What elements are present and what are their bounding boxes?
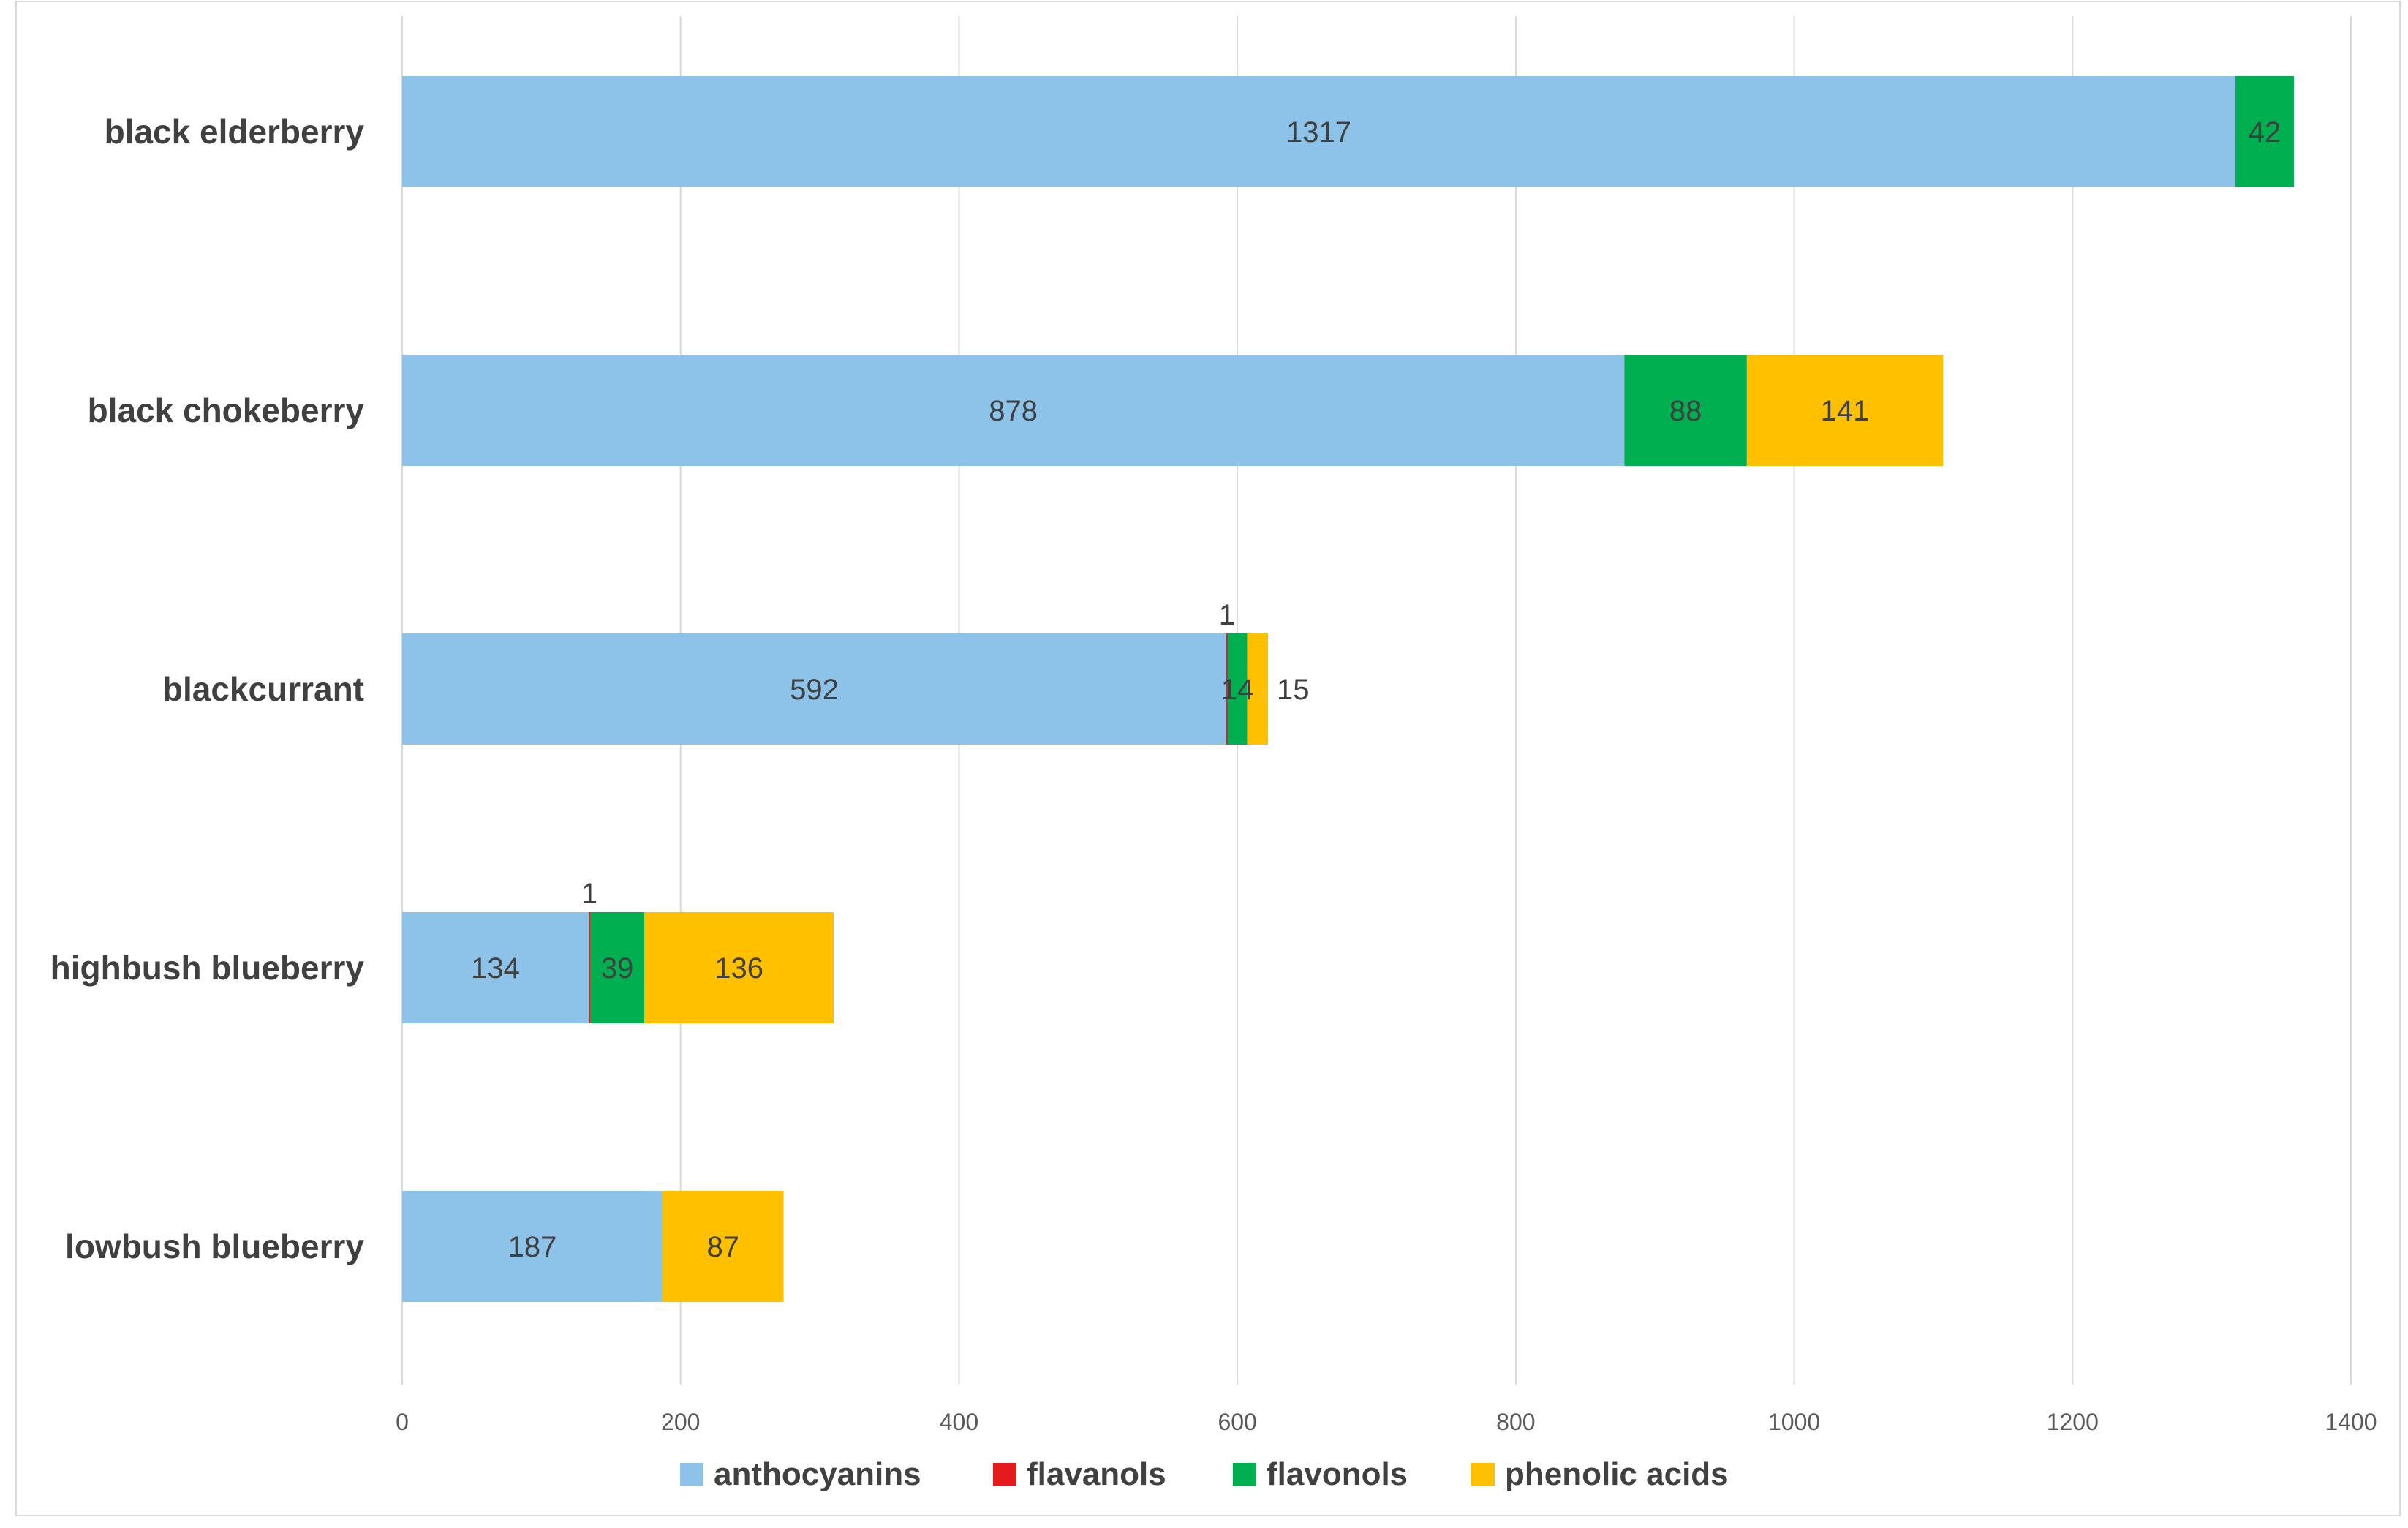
data-label-black-elderberry-anthocyanins: 1317: [1286, 116, 1351, 148]
category-label-black-elderberry: black elderberry: [105, 113, 365, 151]
bar-lowbush-blueberry-anthocyanins: [402, 1191, 663, 1302]
legend-label-anthocyanins: anthocyanins: [714, 1456, 921, 1492]
legend-swatch-phenolic-acids: [1471, 1463, 1495, 1486]
legend-label-flavanols: flavanols: [1027, 1456, 1166, 1492]
data-label-blackcurrant-flavonols: 14: [1221, 674, 1254, 706]
category-label-blackcurrant: blackcurrant: [162, 670, 364, 708]
category-label-highbush-blueberry: highbush blueberry: [50, 949, 365, 987]
bar-lowbush-blueberry-phenolic-acids: [662, 1191, 784, 1302]
bar-blackcurrant-flavonols: [1227, 633, 1248, 745]
data-label-highbush-blueberry-flavonols: 39: [601, 952, 634, 985]
x-tick-label-1000: 1000: [1768, 1409, 1820, 1435]
bar-highbush-blueberry-anthocyanins: [402, 912, 589, 1023]
x-tick-label-1200: 1200: [2047, 1409, 2099, 1435]
bar-blackcurrant-flavanols: [1226, 633, 1228, 745]
bar-highbush-blueberry-phenolic-acids: [644, 912, 834, 1023]
data-label-black-chokeberry-anthocyanins: 878: [989, 395, 1038, 427]
bars: [402, 76, 2294, 1302]
bar-blackcurrant-anthocyanins: [402, 633, 1226, 745]
data-label-highbush-blueberry-phenolic-acids: 136: [714, 952, 763, 985]
bar-black-chokeberry-flavonols: [1624, 355, 1747, 466]
x-tick-label-0: 0: [396, 1409, 409, 1435]
x-tick-label-200: 200: [661, 1409, 700, 1435]
x-tick-label-400: 400: [940, 1409, 978, 1435]
category-label-lowbush-blueberry: lowbush blueberry: [65, 1227, 364, 1265]
data-label-lowbush-blueberry-phenolic-acids: 87: [707, 1231, 740, 1263]
legend-label-flavonols: flavonols: [1267, 1456, 1408, 1492]
data-label-blackcurrant-anthocyanins: 592: [790, 674, 839, 706]
data-label-lowbush-blueberry-anthocyanins: 187: [508, 1231, 557, 1263]
bar-black-elderberry-anthocyanins: [402, 76, 2236, 187]
bar-black-chokeberry-phenolic-acids: [1746, 355, 1944, 466]
legend-swatch-flavanols: [993, 1463, 1016, 1486]
legend-swatch-flavonols: [1233, 1463, 1256, 1486]
data-label-black-chokeberry-phenolic-acids: 141: [1821, 395, 1870, 427]
x-axis-tick-labels: 0 200 400 600 800 1000 1200 1400: [396, 1409, 2377, 1435]
gridlines: [15, 1, 2401, 1516]
legend-label-phenolic-acids: phenolic acids: [1505, 1456, 1729, 1492]
data-labels: 1317 42 878 88 141 592 1 14 15 134 1 39 136 187 87: [471, 116, 2281, 1263]
x-tick-label-800: 800: [1496, 1409, 1535, 1435]
bar-highbush-blueberry-flavanols: [589, 912, 592, 1023]
data-label-highbush-blueberry-anthocyanins: 134: [471, 952, 520, 985]
data-label-blackcurrant-flavanols: 1: [1219, 599, 1235, 631]
data-label-highbush-blueberry-flavanols: 1: [581, 878, 597, 910]
data-label-blackcurrant-phenolic-acids: 15: [1277, 674, 1310, 706]
bar-black-chokeberry-anthocyanins: [402, 355, 1625, 466]
x-tick-label-1400: 1400: [2325, 1409, 2377, 1435]
bar-black-elderberry-flavonols: [2235, 76, 2294, 187]
data-label-black-chokeberry-flavonols: 88: [1669, 395, 1702, 427]
x-tick-label-600: 600: [1218, 1409, 1256, 1435]
chart-frame: [15, 1, 2401, 1516]
legend: anthocyanins flavanols flavonols phenolic a…: [680, 1456, 1729, 1492]
bar-blackcurrant-phenolic-acids: [1247, 633, 1269, 745]
legend-swatch-anthocyanins: [680, 1463, 703, 1486]
category-labels: black elderberry black chokeberry blackcur…: [50, 113, 365, 1265]
bar-highbush-blueberry-flavonols: [589, 912, 645, 1023]
data-label-black-elderberry-flavonols: 42: [2249, 116, 2281, 148]
category-label-black-chokeberry: black chokeberry: [88, 391, 365, 429]
